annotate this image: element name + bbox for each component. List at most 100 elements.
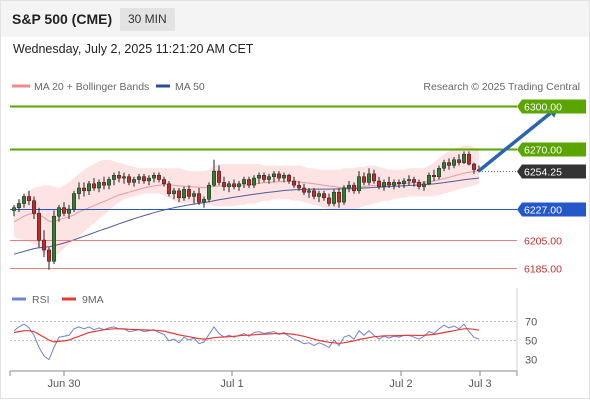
forecast-arrow-shaft [477, 111, 552, 173]
candle-body [197, 193, 201, 203]
level-label-6227.00: 6227.00 [524, 205, 562, 217]
candle-body [237, 183, 241, 187]
candle-body [302, 187, 306, 193]
level-tag-6300.00 [517, 99, 586, 114]
candle-body [287, 175, 291, 182]
candle-body [97, 182, 101, 189]
candle-body [417, 182, 421, 187]
ma50-legend-label: MA 50 [175, 81, 205, 93]
timeframe-badge[interactable]: 30 MIN [120, 8, 175, 31]
candle-body [202, 199, 206, 203]
candle-body [167, 183, 171, 194]
candle-body [227, 183, 231, 187]
candle-body [207, 184, 211, 200]
x-tick-label-jul-2: Jul 2 [389, 378, 412, 390]
credit-label: Research © 2025 Trading Central [423, 81, 580, 93]
rsi-tick-30: 30 [525, 355, 537, 367]
rsi-grid: 70 50 30 [10, 317, 537, 367]
rsi-legend-label: RSI [32, 294, 50, 306]
candle-body [82, 187, 86, 192]
candle-body [427, 175, 431, 185]
candle-body [182, 189, 186, 199]
candle-body [187, 189, 191, 197]
level-label-6254.25: 6254.25 [524, 167, 562, 179]
instrument-title: S&P 500 (CME) [12, 11, 113, 27]
candle-body [192, 193, 196, 197]
candle-body [117, 175, 121, 179]
candle-body [437, 168, 441, 178]
level-labels: 6300.00 6270.00 6254.25 6227.00 6205.00 6185.… [517, 99, 586, 276]
rsi-legend: RSI 9MA [12, 294, 104, 306]
candle-body [77, 187, 81, 194]
candle-body [357, 176, 361, 192]
candle-body [472, 163, 476, 170]
candle-body [87, 183, 91, 192]
ma20-line [13, 170, 480, 223]
candle-body [22, 196, 26, 204]
candle-body [452, 159, 456, 166]
x-axis-ticks: Jun 30 Jul 1 Jul 2 Jul 3 [9, 371, 518, 390]
level-tag-6227.00 [517, 202, 586, 217]
rsi-ma-legend-label: 9MA [82, 294, 104, 306]
candle-body [232, 183, 236, 187]
candle-body [387, 182, 391, 186]
candle-body [372, 173, 376, 182]
candle-body [392, 182, 396, 186]
forecast-arrow [477, 106, 559, 173]
price-legend: MA 20 + Bollinger Bands MA 50 Research ©… [12, 81, 580, 93]
candle-body [42, 239, 46, 251]
candle-body [267, 176, 271, 180]
candle-body [412, 179, 416, 183]
candle-body [172, 190, 176, 194]
candle-body [217, 170, 221, 183]
rsi-lines [13, 323, 480, 361]
chart-header: S&P 500 (CME) 30 MIN [0, 0, 590, 37]
rsi-ma-line [13, 328, 480, 344]
candle-body [467, 153, 471, 165]
candle-body [27, 196, 31, 201]
candle-body [282, 175, 286, 179]
candle-body [162, 179, 166, 184]
candle-body [142, 176, 146, 182]
candle-body [377, 180, 381, 187]
candle-body [327, 197, 331, 204]
candle-body [242, 179, 246, 184]
candle-body [222, 182, 226, 187]
candle-body [307, 190, 311, 193]
candle-body [402, 180, 406, 185]
level-tag-6254.25 [517, 164, 586, 179]
candle-body [102, 182, 106, 186]
candle-body [147, 177, 151, 182]
candle-body [317, 193, 321, 197]
candle-body [367, 173, 371, 183]
candlesticks [12, 151, 481, 270]
level-label-6270.00: 6270.00 [524, 145, 562, 157]
candle-body [112, 175, 116, 180]
candle-body [127, 176, 131, 183]
bollinger-legend-label: MA 20 + Bollinger Bands [34, 81, 149, 93]
candle-body [67, 208, 71, 214]
moving-averages [13, 170, 480, 255]
price-levels [10, 105, 517, 269]
ma50-line [13, 177, 480, 255]
candle-body [407, 179, 411, 182]
candle-body [152, 175, 156, 179]
candle-body [337, 191, 341, 203]
candle-body [52, 215, 56, 262]
candle-body [432, 175, 436, 177]
candle-body [177, 190, 181, 199]
candle-body [32, 200, 36, 214]
candle-body [272, 173, 276, 177]
candle-body [122, 176, 126, 179]
candle-body [247, 179, 251, 186]
candle-body [252, 177, 256, 186]
candle-body [297, 184, 301, 189]
candle-body [107, 179, 111, 186]
candle-body [422, 183, 426, 187]
candle-body [137, 176, 141, 180]
candle-body [442, 162, 446, 169]
x-tick-label-jul-1: Jul 1 [220, 378, 243, 390]
candle-body [462, 153, 466, 163]
candle-body [157, 175, 161, 180]
x-tick-label-jun-30: Jun 30 [47, 378, 80, 390]
